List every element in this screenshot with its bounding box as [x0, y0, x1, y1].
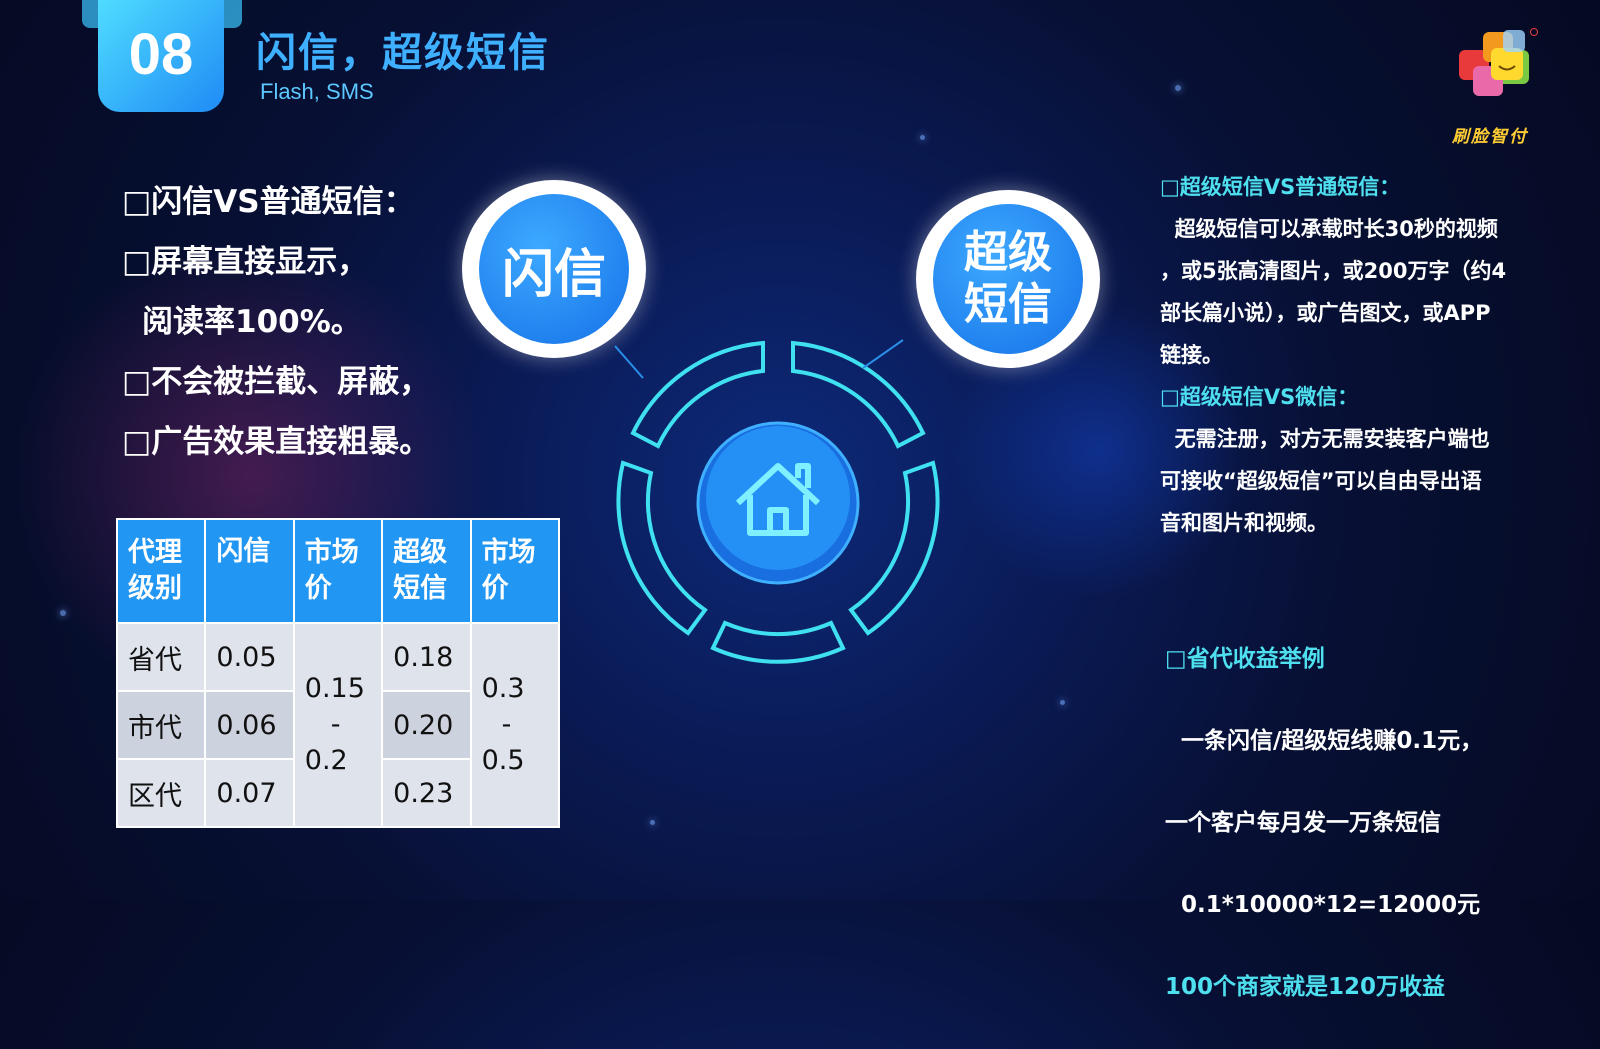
section-line: 超级短信可以承载时长30秒的视频 [1160, 217, 1498, 241]
section-line: 音和图片和视频。 [1160, 511, 1328, 535]
cell-super-price: 0.3-0.5 [469, 622, 561, 828]
super-sms-bubble: 超级 短信 [916, 190, 1100, 368]
section-line: ，或5张高清图片，或200万字（约4 [1160, 259, 1507, 283]
page-header: 闪信，超级短信 Flash, SMS [256, 28, 656, 106]
cell-super: 0.18 [381, 622, 472, 692]
col-header: 闪信 [204, 518, 295, 624]
bokeh-dot [920, 135, 925, 140]
section-line: 无需注册，对方无需安装客户端也 [1160, 427, 1490, 451]
right-column: □超级短信VS普通短信： 超级短信可以承载时长30秒的视频 ，或5张高清图片，或… [1160, 166, 1580, 1049]
highlight: 100个商家就是120万收益 [1165, 974, 1446, 1000]
col-header: 市场价 [292, 518, 384, 624]
cell-flash: 0.07 [204, 758, 295, 828]
cell-flash: 0.05 [204, 622, 295, 692]
flash-bubble: 闪信 [462, 180, 646, 358]
arrow-right [862, 339, 904, 369]
bokeh-dot [1060, 700, 1065, 705]
col-header: 代理 级别 [115, 518, 207, 624]
cell-level: 市代 [115, 690, 207, 760]
table-header-row: 代理 级别 闪信 市场价 超级 短信 市场价 [115, 518, 561, 624]
point: 阅读率100%。 [142, 304, 362, 340]
arrow-left [614, 345, 644, 379]
bokeh-dot [60, 610, 66, 616]
logo-icon [1459, 28, 1538, 96]
col-header: 市场价 [469, 518, 561, 624]
cell-flash-price: 0.15-0.2 [292, 622, 384, 828]
flash-bubble-label: 闪信 [479, 194, 629, 344]
section-title: □超级短信VS普通短信： [1160, 175, 1401, 199]
point: □不会被拦截、屏蔽， [122, 364, 431, 400]
section-line: 0.1*10000*12=12000元 [1165, 892, 1481, 918]
section-title: □超级短信VS微信： [1160, 385, 1359, 409]
section-line: 链接。 [1160, 343, 1223, 367]
section-line: 一条闪信/超级短线赚0.1元， [1165, 728, 1484, 754]
point: □广告效果直接粗暴。 [122, 424, 431, 460]
cell-flash: 0.06 [204, 690, 295, 760]
page-title: 闪信，超级短信 [256, 30, 550, 76]
section-line: 可接收“超级短信”可以自由导出语 [1160, 469, 1482, 493]
logo-text: 刷脸智付 [1452, 127, 1528, 147]
cell-super: 0.20 [381, 690, 472, 760]
left-points: □闪信VS普通短信： □屏幕直接显示， 阅读率100%。 □不会被拦截、屏蔽， … [122, 172, 452, 472]
col-header: 超级 短信 [381, 518, 472, 624]
cell-level: 区代 [115, 758, 207, 828]
cell-super: 0.23 [381, 758, 472, 828]
table-row: 区代 0.07 0.23 [115, 758, 559, 828]
super-sms-bubble-label: 超级 短信 [933, 204, 1083, 354]
table-row: 市代 0.06 0.20 [115, 690, 559, 760]
cell-level: 省代 [115, 622, 207, 692]
point: □屏幕直接显示， [122, 244, 369, 280]
center-ring-diagram [614, 339, 940, 664]
price-table: 代理 级别 闪信 市场价 超级 短信 市场价 省代 0.05 0.15-0.2 0.… [115, 518, 561, 828]
section-number-badge: 08 [98, 0, 224, 112]
profit-example: □省代收益举例 一条闪信/超级短线赚0.1元， 一个客户每月发一万条短信 0.1… [1160, 598, 1580, 1049]
home-icon [735, 463, 821, 536]
bokeh-dot [1175, 85, 1181, 91]
section-title: □省代收益举例 [1165, 646, 1325, 672]
section-line: 部长篇小说），或广告图文，或APP [1160, 301, 1491, 325]
table-row: 省代 0.05 0.15-0.2 0.18 0.3-0.5 [115, 622, 561, 828]
section-line: 一个客户每月发一万条短信 [1165, 810, 1441, 836]
point: □闪信VS普通短信： [122, 184, 415, 220]
page-subtitle: Flash, SMS [260, 79, 374, 104]
bokeh-dot [650, 820, 655, 825]
